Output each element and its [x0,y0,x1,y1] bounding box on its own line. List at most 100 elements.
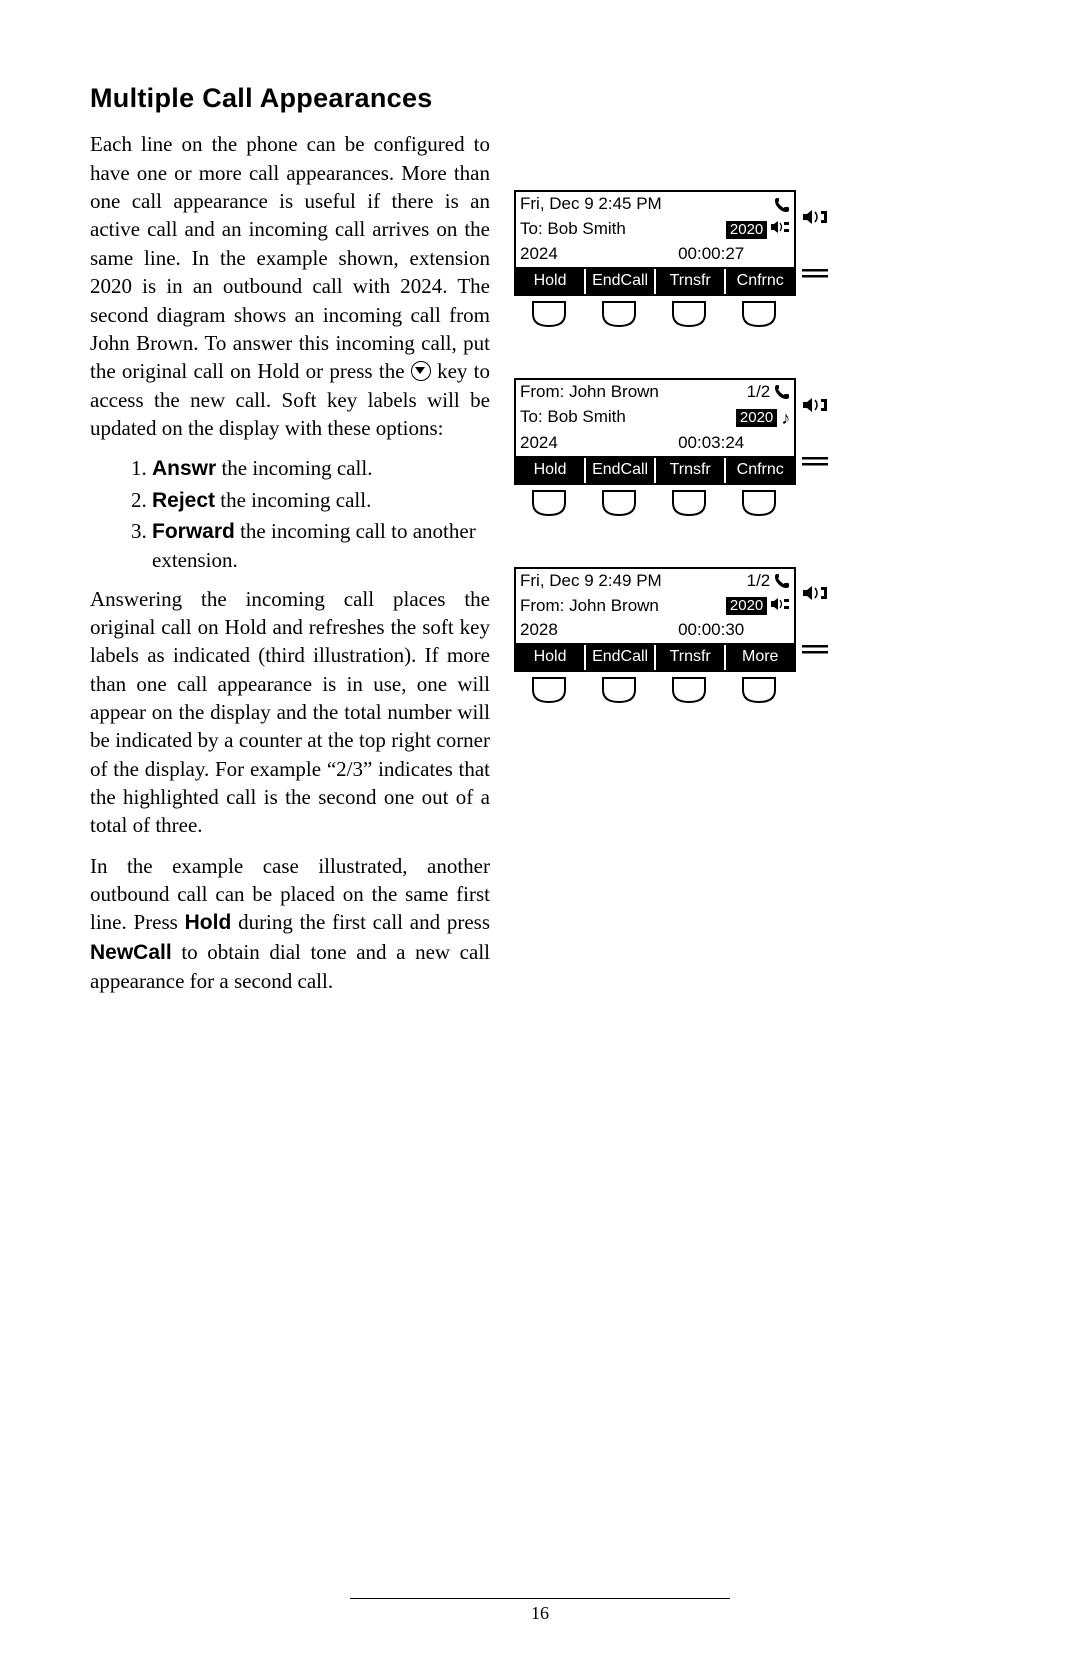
hard-button-icon [527,300,571,330]
display-text: Fri, Dec 9 2:49 PM [520,570,662,593]
softkey-row: HoldEndCallTrnsfrCnfrnc [516,267,794,294]
document-page: Multiple Call Appearances Each line on t… [0,0,1080,1669]
paragraph-3b: during the first call and press [238,910,490,934]
softkey-label: Trnsfr [656,269,726,294]
speaker-icon [770,595,790,618]
hard-button-row [514,300,794,330]
softkey-label: EndCall [586,269,656,294]
lines-icon [802,640,828,654]
speaker-lines-icon [802,584,828,598]
option-bold: Reject [152,489,215,512]
lines-icon [802,452,828,466]
paragraph-1: Each line on the phone can be configured… [90,130,490,442]
hard-button-row [514,489,794,519]
hard-button-icon [527,676,571,706]
section-heading: Multiple Call Appearances [90,80,990,116]
list-item: Forward the incoming call to another ext… [152,517,490,575]
display-row: 2024 00:03:24 [516,431,794,456]
phone-display-diagram: Fri, Dec 9 2:49 PM1/2From: John Brown202… [514,567,844,706]
music-note-icon: ♪ [781,406,790,430]
softkey-label: EndCall [586,645,656,670]
call-timer: 00:00:27 [678,243,744,266]
display-text: From: John Brown [520,381,659,404]
paragraph-1a: Each line on the phone can be configured… [90,132,490,383]
phone-side-icons [796,190,844,295]
down-arrow-key-icon [411,361,431,381]
paragraph-3: In the example case illustrated, another… [90,852,490,996]
display-row: 2028 00:00:30 [516,618,794,643]
lines-icon [802,264,828,278]
display-row: To: Bob Smith 2020 [516,217,794,242]
softkey-label: Hold [516,269,586,294]
display-row: Fri, Dec 9 2:45 PM [516,192,794,217]
phone-display-diagram: Fri, Dec 9 2:45 PMTo: Bob Smith 2020 2024 0… [514,190,844,329]
phone-screen: Fri, Dec 9 2:45 PMTo: Bob Smith 2020 2024 0… [514,190,796,295]
list-item: Reject the incoming call. [152,486,490,515]
hold-label: Hold [185,911,232,934]
option-rest: the incoming call. [215,488,371,512]
phone-side-icons [796,567,844,672]
display-row: From: John Brown 2020 [516,594,794,619]
diagram-column: Fri, Dec 9 2:45 PMTo: Bob Smith 2020 2024 0… [514,130,844,1007]
option-rest: the incoming call. [216,456,372,480]
page-number: 16 [0,1601,1080,1625]
phone-screen: From: John Brown 1/2To: Bob Smith2020♪202… [514,378,796,485]
hard-button-icon [597,489,641,519]
newcall-label: NewCall [90,941,172,964]
hard-button-icon [597,676,641,706]
display-text: 2028 [520,619,558,642]
speaker-lines-icon [802,208,828,222]
call-timer: 00:00:30 [678,619,744,642]
display-row: Fri, Dec 9 2:49 PM 1/2 [516,569,794,594]
hard-button-row [514,676,794,706]
phone-screen: Fri, Dec 9 2:49 PM1/2From: John Brown202… [514,567,796,672]
display-text: From: John Brown [520,595,659,618]
softkey-label: Trnsfr [656,458,726,483]
phone-side-icons [796,378,844,485]
extension-badge: 2020 [726,221,767,239]
softkey-label: Trnsfr [656,645,726,670]
display-row: To: Bob Smith2020♪ [516,405,794,431]
softkey-label: EndCall [586,458,656,483]
display-text: 2024 [520,432,558,455]
content-area: Multiple Call Appearances Each line on t… [90,80,990,1007]
handset-icon [774,384,790,400]
display-row: From: John Brown 1/2 [516,380,794,405]
softkey-label: Hold [516,458,586,483]
softkey-label: More [726,645,794,670]
softkey-label: Hold [516,645,586,670]
hard-button-icon [737,300,781,330]
speaker-icon [770,218,790,241]
hard-button-icon [667,676,711,706]
extension-badge: 2020 [726,597,767,615]
option-bold: Forward [152,520,235,543]
hard-button-icon [737,489,781,519]
display-text: 2024 [520,243,558,266]
call-counter: 1/2 [747,570,771,593]
option-bold: Answr [152,457,216,480]
softkey-row: HoldEndCallTrnsfrMore [516,643,794,670]
hard-button-icon [667,489,711,519]
display-row: 2024 00:00:27 [516,242,794,267]
display-text: Fri, Dec 9 2:45 PM [520,193,662,216]
call-counter: 1/2 [747,381,771,404]
call-timer: 00:03:24 [678,432,744,455]
softkey-label: Cnfrnc [726,458,794,483]
handset-icon [774,197,790,213]
speaker-lines-icon [802,396,828,410]
softkey-row: HoldEndCallTrnsfrCnfrnc [516,456,794,483]
hard-button-icon [527,489,571,519]
display-text: To: Bob Smith [520,218,626,241]
hard-button-icon [597,300,641,330]
hard-button-icon [737,676,781,706]
list-item: Answr the incoming call. [152,454,490,483]
paragraph-2: Answering the incoming call places the o… [90,585,490,840]
phone-display-diagram: From: John Brown 1/2To: Bob Smith2020♪202… [514,378,844,519]
text-column: Each line on the phone can be configured… [90,130,490,1007]
footer-rule [350,1598,730,1599]
options-list: Answr the incoming call. Reject the inco… [90,454,490,574]
hard-button-icon [667,300,711,330]
handset-icon [774,573,790,589]
softkey-label: Cnfrnc [726,269,794,294]
extension-badge: 2020 [736,409,777,427]
